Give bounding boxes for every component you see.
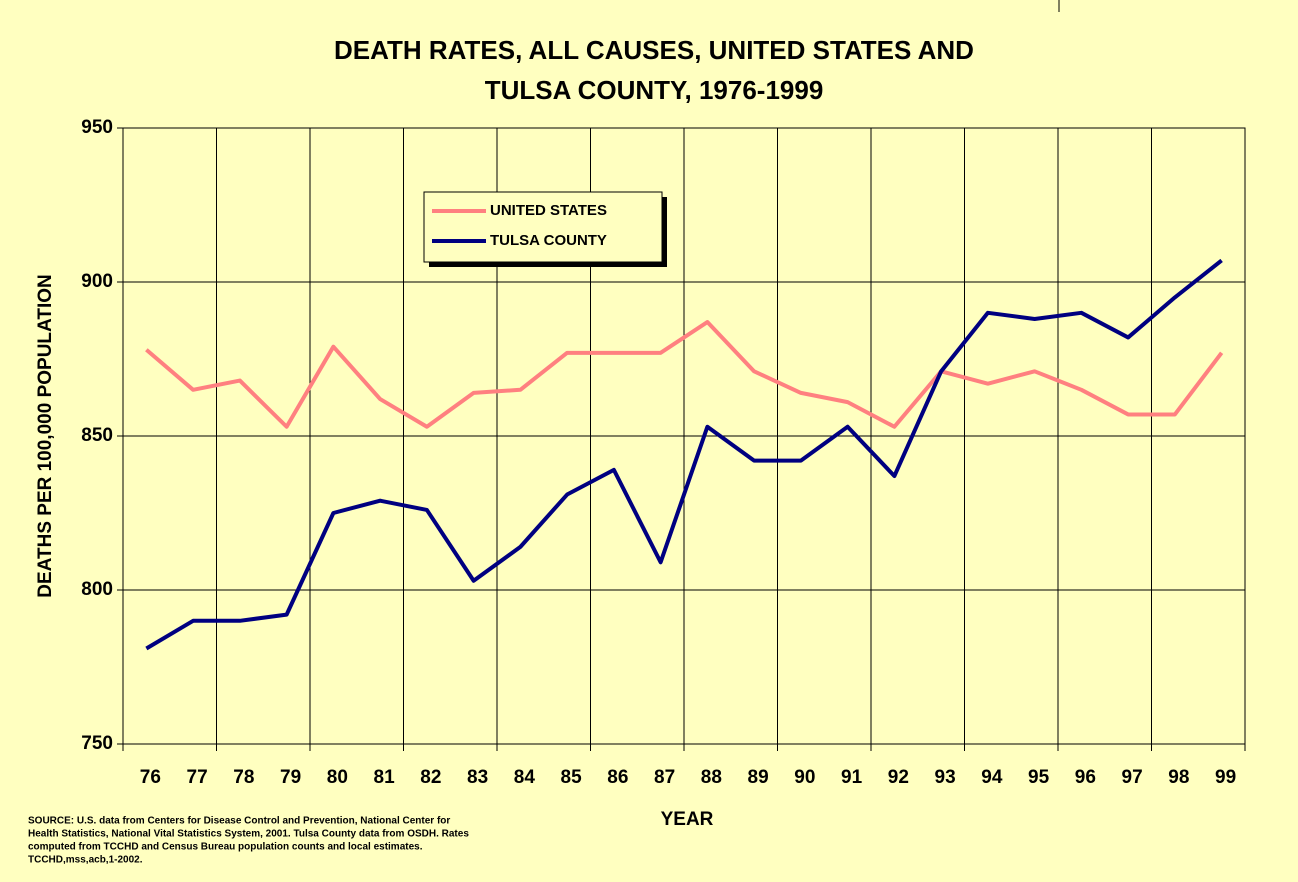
x-tick-label: 88 — [701, 767, 722, 788]
x-tick-label: 83 — [467, 767, 488, 788]
x-tick-label: 80 — [327, 767, 348, 788]
y-tick-label: 750 — [81, 733, 113, 754]
y-tick-label: 950 — [81, 117, 113, 138]
x-tick-label: 93 — [935, 767, 956, 788]
x-tick-label: 99 — [1215, 767, 1236, 788]
x-tick-label: 95 — [1028, 767, 1050, 788]
y-tick-label: 850 — [81, 425, 113, 446]
series-line — [145, 320, 1224, 429]
x-tick-label: 79 — [280, 767, 301, 788]
x-tick-label: 97 — [1122, 767, 1143, 788]
x-tick-label: 92 — [888, 767, 909, 788]
source-note: TCCHD,mss,acb,1-2002. — [28, 855, 143, 866]
x-axis-label: YEAR — [661, 809, 714, 830]
legend-label: TULSA COUNTY — [490, 232, 607, 249]
source-note: computed from TCCHD and Census Bureau po… — [28, 842, 423, 853]
y-tick-label: 900 — [81, 271, 113, 292]
x-tick-label: 85 — [561, 767, 583, 788]
x-tick-label: 94 — [981, 767, 1003, 788]
legend-label: UNITED STATES — [490, 202, 607, 219]
x-tick-label: 78 — [233, 767, 254, 788]
x-tick-label: 77 — [187, 767, 208, 788]
x-tick-label: 87 — [654, 767, 675, 788]
x-tick-label: 91 — [841, 767, 863, 788]
x-tick-label: 90 — [794, 767, 815, 788]
x-tick-label: 89 — [748, 767, 769, 788]
chart-subtitle: TULSA COUNTY, 1976-1999 — [485, 75, 824, 105]
x-tick-label: 76 — [140, 767, 161, 788]
series-line — [145, 258, 1223, 651]
source-note: SOURCE: U.S. data from Centers for Disea… — [28, 816, 450, 827]
x-tick-label: 86 — [607, 767, 628, 788]
x-tick-label: 81 — [374, 767, 396, 788]
y-tick-label: 800 — [81, 579, 113, 600]
x-tick-label: 84 — [514, 767, 536, 788]
x-tick-label: 98 — [1168, 767, 1189, 788]
legend — [423, 191, 663, 263]
source-note: Health Statistics, National Vital Statis… — [28, 829, 469, 840]
x-tick-label: 96 — [1075, 767, 1096, 788]
x-tick-label: 82 — [420, 767, 441, 788]
y-axis-label: DEATHS PER 100,000 POPULATION — [35, 274, 56, 597]
chart-title: DEATH RATES, ALL CAUSES, UNITED STATES A… — [334, 35, 974, 65]
